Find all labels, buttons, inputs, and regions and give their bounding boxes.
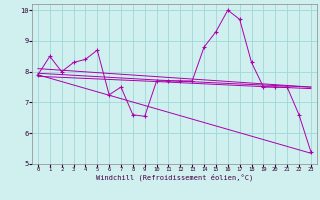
X-axis label: Windchill (Refroidissement éolien,°C): Windchill (Refroidissement éolien,°C) [96, 174, 253, 181]
